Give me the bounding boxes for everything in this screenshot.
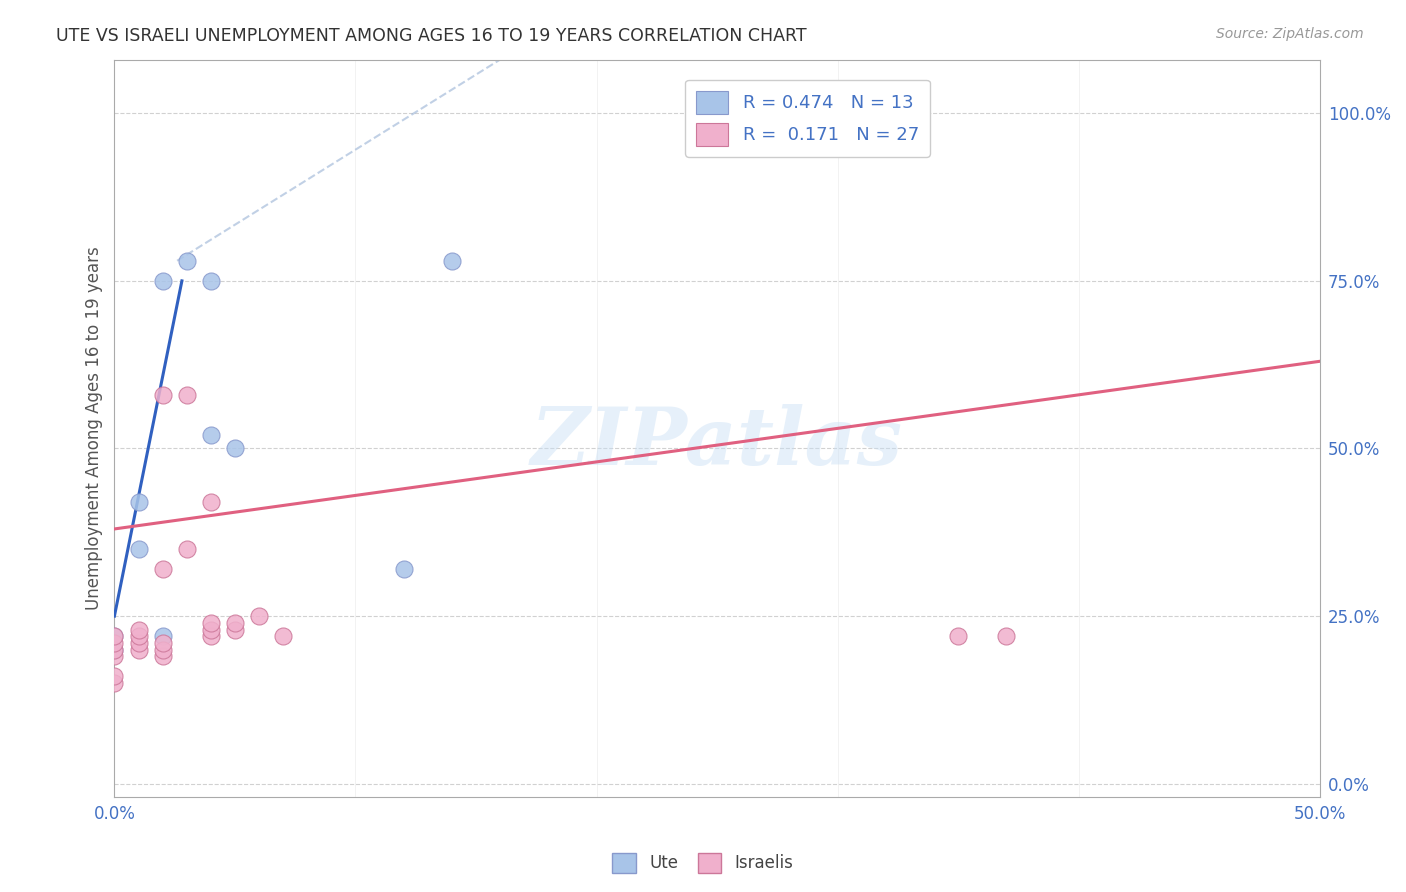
Legend: R = 0.474   N = 13, R =  0.171   N = 27: R = 0.474 N = 13, R = 0.171 N = 27 <box>685 79 929 157</box>
Point <box>152 636 174 650</box>
Point <box>128 629 150 643</box>
Point <box>152 274 174 288</box>
Point <box>103 669 125 683</box>
Point <box>128 623 150 637</box>
Point <box>103 676 125 690</box>
Point <box>152 562 174 576</box>
Point <box>176 253 198 268</box>
Point <box>200 428 222 442</box>
Text: Source: ZipAtlas.com: Source: ZipAtlas.com <box>1216 27 1364 41</box>
Point <box>128 636 150 650</box>
Y-axis label: Unemployment Among Ages 16 to 19 years: Unemployment Among Ages 16 to 19 years <box>86 246 103 610</box>
Point <box>200 274 222 288</box>
Point <box>128 495 150 509</box>
Point <box>152 649 174 664</box>
Text: ZIPatlas: ZIPatlas <box>531 404 903 482</box>
Point <box>440 253 463 268</box>
Point <box>103 642 125 657</box>
Legend: Ute, Israelis: Ute, Israelis <box>606 847 800 880</box>
Point <box>200 495 222 509</box>
Point <box>128 542 150 557</box>
Point <box>103 649 125 664</box>
Point <box>152 629 174 643</box>
Point <box>946 629 969 643</box>
Point <box>224 442 246 456</box>
Point <box>224 623 246 637</box>
Point <box>271 629 294 643</box>
Point <box>152 388 174 402</box>
Point <box>103 629 125 643</box>
Point <box>200 629 222 643</box>
Point <box>200 615 222 630</box>
Point <box>200 623 222 637</box>
Point <box>392 562 415 576</box>
Point <box>128 642 150 657</box>
Point <box>176 542 198 557</box>
Point <box>706 106 728 120</box>
Point <box>176 388 198 402</box>
Point <box>995 629 1018 643</box>
Point <box>103 636 125 650</box>
Point <box>152 642 174 657</box>
Point <box>103 642 125 657</box>
Text: UTE VS ISRAELI UNEMPLOYMENT AMONG AGES 16 TO 19 YEARS CORRELATION CHART: UTE VS ISRAELI UNEMPLOYMENT AMONG AGES 1… <box>56 27 807 45</box>
Point <box>247 609 270 624</box>
Point <box>103 629 125 643</box>
Point <box>224 615 246 630</box>
